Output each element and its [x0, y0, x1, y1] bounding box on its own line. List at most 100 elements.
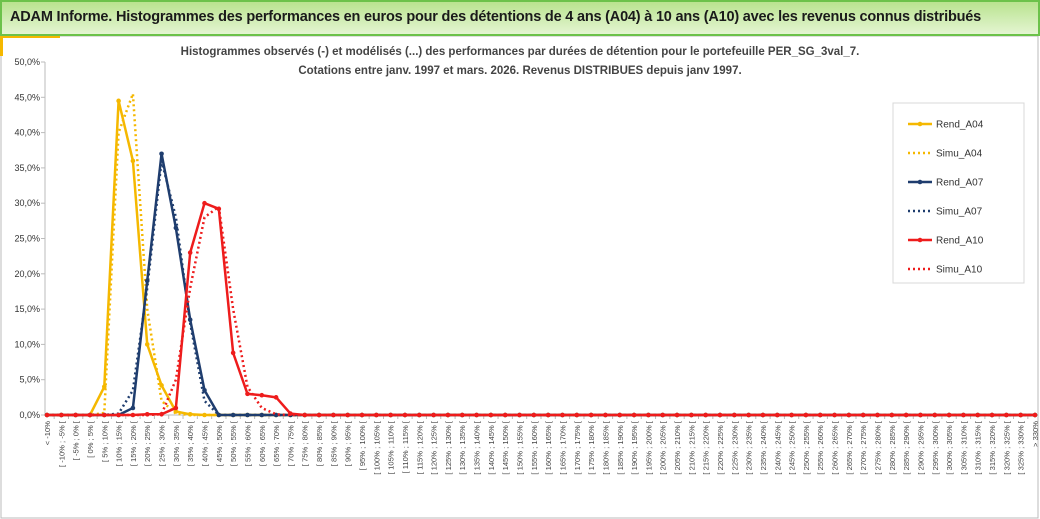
point: [474, 412, 479, 418]
legend-box: [892, 102, 1025, 284]
point: [903, 412, 909, 418]
y-tick-label: 5,0%: [19, 375, 40, 385]
legend-label: Simu_A10: [936, 265, 983, 276]
x-tick-label: [ 100% ; 105% [: [372, 420, 381, 475]
point: [230, 350, 236, 356]
x-tick-label: [ 325% ; 330% [: [1017, 420, 1026, 475]
x-tick-label: [ 55% ; 60% [: [243, 420, 252, 466]
point: [159, 151, 164, 157]
x-tick-label: [ 300% ; 305% [: [945, 420, 954, 475]
chart-border: [0, 36, 1039, 519]
y-tick-label: 10,0%: [14, 339, 40, 349]
point: [202, 200, 207, 206]
x-tick-label: [ 45% ; 50% [: [215, 420, 224, 466]
point: [202, 387, 207, 393]
accent: [0, 36, 60, 38]
x-tick-label: [ 240% ; 245% [: [773, 420, 782, 475]
chart: Histogrammes observés (-) et modélisés (…: [0, 36, 1040, 519]
point: [130, 158, 136, 164]
x-tick-label: [ 20% ; 25% [: [143, 420, 152, 466]
legend-label: Simu_A04: [936, 149, 983, 160]
x-tick-label: [ 195% ; 200% [: [644, 420, 653, 475]
legend-label: Rend_A04: [936, 120, 984, 131]
x-tick-label: [ 145% ; 150% [: [501, 420, 510, 475]
x-tick-label: [ 235% ; 240% [: [759, 420, 768, 475]
x-tick-label: [ 265% ; 270% [: [845, 420, 854, 475]
y-tick-label: 45,0%: [14, 92, 40, 102]
point: [73, 412, 78, 418]
y-tick-label: 25,0%: [14, 234, 40, 244]
x-tick-label: [ 105% ; 110% [: [387, 420, 396, 474]
x-tick-label: [ 245% ; 250% [: [788, 420, 797, 475]
x-tick-label: [ 220% ; 225% [: [716, 420, 725, 475]
x-tick-label: [ 180% ; 185% [: [601, 420, 610, 475]
x-tick-label: [ 0% ; 5% [: [86, 420, 95, 458]
x-tick-label: > 330%: [1031, 421, 1040, 447]
chart-title: Histogrammes observés (-) et modélisés (…: [181, 46, 860, 58]
x-tick-label: [ 185% ; 190% [: [616, 420, 625, 475]
x-tick-label: [ 320% ; 325% [: [1002, 420, 1011, 475]
x-tick-label: [ 5% ; 10% [: [100, 420, 109, 462]
x-tick-label: [ 160% ; 165% [: [544, 420, 553, 475]
x-tick-label: [ 125% ; 130% [: [444, 420, 453, 475]
accent: [0, 36, 3, 56]
chart-subtitle: Cotations entre janv. 1997 et mars. 2026…: [298, 65, 741, 77]
x-tick-label: [ 60% ; 65% [: [258, 420, 267, 466]
x-tick-label: [ 70% ; 75% [: [286, 420, 295, 466]
point: [187, 250, 193, 255]
x-tick-label: [ 290% ; 295% [: [916, 420, 925, 475]
header-title: ADAM Informe. Histogrammes des performan…: [10, 9, 981, 25]
x-tick-label: [ 85% ; 90% [: [329, 420, 338, 466]
x-tick-label: [ 270% ; 275% [: [859, 420, 868, 475]
x-tick-label: [ 250% ; 255% [: [802, 420, 811, 475]
x-tick-label: [ 80% ; 85% [: [315, 420, 324, 466]
point: [173, 405, 179, 411]
x-tick-label: [ 25% ; 30% [: [158, 420, 167, 466]
y-tick-label: 15,0%: [14, 304, 40, 314]
x-tick-label: [ 285% ; 290% [: [902, 420, 911, 475]
point: [273, 395, 279, 400]
point: [259, 392, 265, 398]
x-tick-label: [ 310% ; 315% [: [974, 420, 983, 475]
y-tick-label: 50,0%: [14, 57, 40, 67]
x-tick-label: [ 35% ; 40% [: [186, 420, 195, 466]
x-tick-label: [ 280% ; 285% [: [888, 420, 897, 475]
x-tick-label: [ 260% ; 265% [: [831, 420, 840, 475]
x-tick-label: [ 10% ; 15% [: [115, 420, 124, 466]
point: [245, 391, 250, 397]
point: [130, 405, 136, 411]
x-tick-label: [ 150% ; 155% [: [516, 420, 525, 475]
y-tick-label: 35,0%: [14, 163, 40, 173]
x-tick-label: [ 275% ; 280% [: [873, 420, 882, 475]
x-tick-label: [ 295% ; 300% [: [931, 420, 940, 475]
x-tick-label: [ 90% ; 95% [: [344, 420, 353, 466]
point: [101, 384, 107, 390]
legend-label: Simu_A07: [936, 207, 983, 218]
x-tick-label: [ 120% ; 125% [: [430, 420, 439, 475]
x-tick-label: [ -5% ; 0% [: [72, 420, 81, 460]
x-tick-label: [ 50% ; 55% [: [229, 420, 238, 466]
point: [1004, 412, 1009, 418]
legend-marker: [917, 121, 923, 127]
x-tick-label: [ 155% ; 160% [: [530, 420, 539, 475]
x-tick-label: [ 165% ; 170% [: [558, 420, 567, 475]
point: [374, 412, 379, 418]
series-line: [47, 205, 1035, 417]
x-tick-label: [ 255% ; 260% [: [816, 420, 825, 475]
y-tick-label: 40,0%: [14, 128, 40, 138]
x-tick-label: [ 30% ; 35% [: [172, 420, 181, 466]
x-tick-label: [ 215% ; 220% [: [702, 420, 711, 475]
x-tick-label: [ 230% ; 235% [: [745, 420, 754, 475]
x-tick-label: [ 130% ; 135% [: [458, 420, 467, 475]
point: [689, 412, 694, 418]
x-tick-label: [ 200% ; 205% [: [659, 420, 668, 475]
x-tick-label: [ 110% ; 115% [: [401, 420, 410, 473]
x-tick-label: [ 15% ; 20% [: [129, 420, 138, 466]
point: [789, 412, 794, 418]
x-tick-label: [ 205% ; 210% [: [673, 420, 682, 475]
x-tick-label: [ 225% ; 230% [: [730, 420, 739, 475]
y-tick-label: 20,0%: [14, 269, 40, 279]
point: [116, 98, 121, 104]
series-line: [47, 201, 1035, 417]
